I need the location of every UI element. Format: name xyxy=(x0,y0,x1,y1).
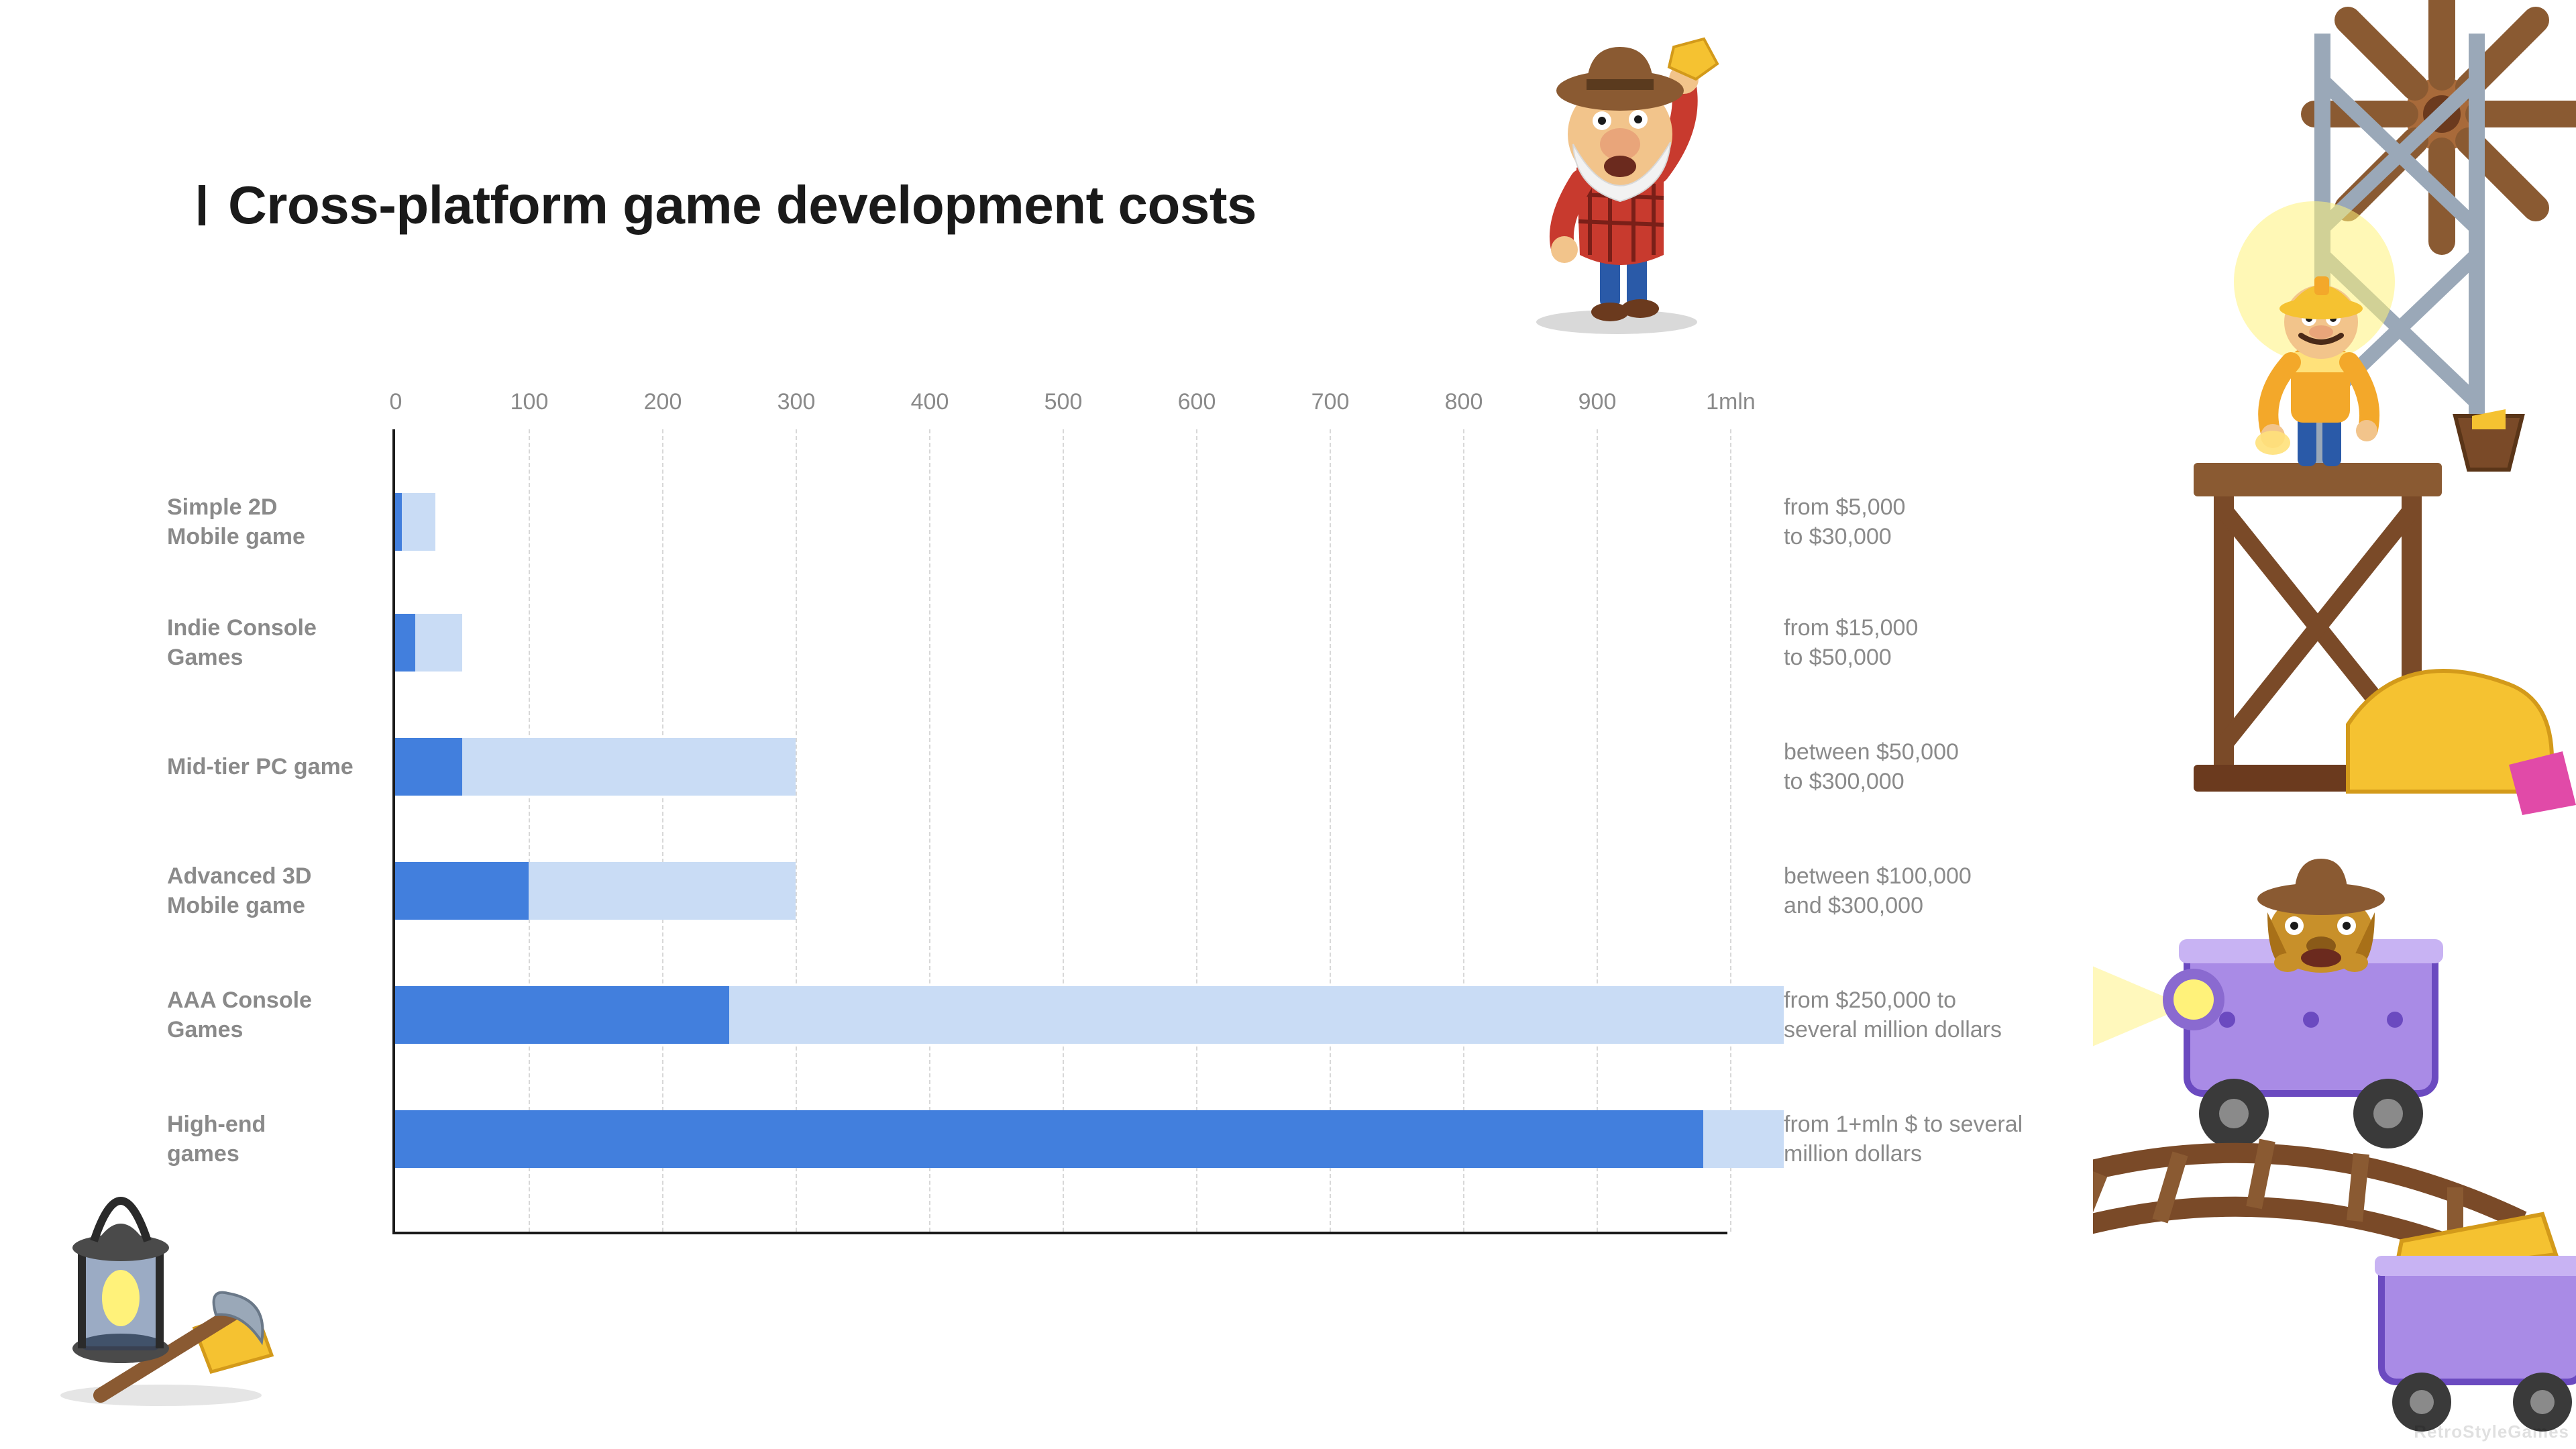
x-axis-tick-label: 900 xyxy=(1578,389,1617,415)
x-axis-tick-label: 300 xyxy=(777,389,816,415)
category-label: Mid-tier PC game xyxy=(167,752,368,782)
range-description: from $15,000to $50,000 xyxy=(1784,613,2072,672)
x-axis-tick-label: 500 xyxy=(1044,389,1083,415)
x-axis-tick-label: 200 xyxy=(644,389,682,415)
bar-row: Mid-tier PC gamebetween $50,000to $300,0… xyxy=(395,738,1727,796)
range-bar-min xyxy=(395,862,529,920)
x-axis-tick-label: 600 xyxy=(1178,389,1216,415)
range-bar-min xyxy=(395,614,415,672)
x-axis-tick-label: 700 xyxy=(1311,389,1350,415)
range-description: from 1+mln $ to severalmillion dollars xyxy=(1784,1110,2072,1169)
mining-scene-illustration xyxy=(2093,0,2576,1449)
category-label: Indie ConsoleGames xyxy=(167,613,368,672)
category-label: Advanced 3DMobile game xyxy=(167,861,368,920)
category-label: High-endgames xyxy=(167,1110,368,1169)
category-label: AAA ConsoleGames xyxy=(167,985,368,1044)
chart-area: 0 100 200 300 400 500 600 700 800 900 1mln Simple … xyxy=(168,389,1912,1234)
x-axis-tick-label: 400 xyxy=(911,389,949,415)
miner-character-illustration xyxy=(1496,27,1737,335)
page-root: Cross-platform game development costs 0 1… xyxy=(0,0,2576,1449)
range-bar-min xyxy=(395,738,462,796)
plot-area: Simple 2DMobile gamefrom $5,000to $30,00… xyxy=(392,429,1727,1234)
x-axis-tick-label: 1mln xyxy=(1706,389,1756,415)
bar-row: AAA ConsoleGamesfrom $250,000 toseveral … xyxy=(395,986,1727,1044)
x-axis-tick-label: 100 xyxy=(511,389,549,415)
range-description: between $100,000and $300,000 xyxy=(1784,861,2072,920)
bar-row: Advanced 3DMobile gamebetween $100,000an… xyxy=(395,862,1727,920)
bar-row: High-endgamesfrom 1+mln $ to severalmill… xyxy=(395,1110,1727,1168)
x-axis-labels: 01002003004005006007008009001mln xyxy=(396,389,1724,423)
x-axis-tick-label: 800 xyxy=(1445,389,1483,415)
range-bar-min xyxy=(395,986,729,1044)
range-description: from $5,000to $30,000 xyxy=(1784,492,2072,551)
x-axis-tick-label: 0 xyxy=(390,389,402,415)
category-label: Simple 2DMobile game xyxy=(167,492,368,551)
page-title: Cross-platform game development costs xyxy=(228,174,1256,236)
title-wrap: Cross-platform game development costs xyxy=(199,174,1256,236)
bar-row: Simple 2DMobile gamefrom $5,000to $30,00… xyxy=(395,493,1727,551)
bar-row: Indie ConsoleGamesfrom $15,000to $50,000 xyxy=(395,614,1727,672)
range-description: between $50,000to $300,000 xyxy=(1784,737,2072,796)
title-accent-bar xyxy=(199,185,205,225)
range-bar-min xyxy=(395,1110,1703,1168)
range-bar-min xyxy=(395,493,402,551)
watermark-text: RetroStyleGames xyxy=(2414,1421,2569,1442)
range-description: from $250,000 toseveral million dollars xyxy=(1784,985,2072,1044)
